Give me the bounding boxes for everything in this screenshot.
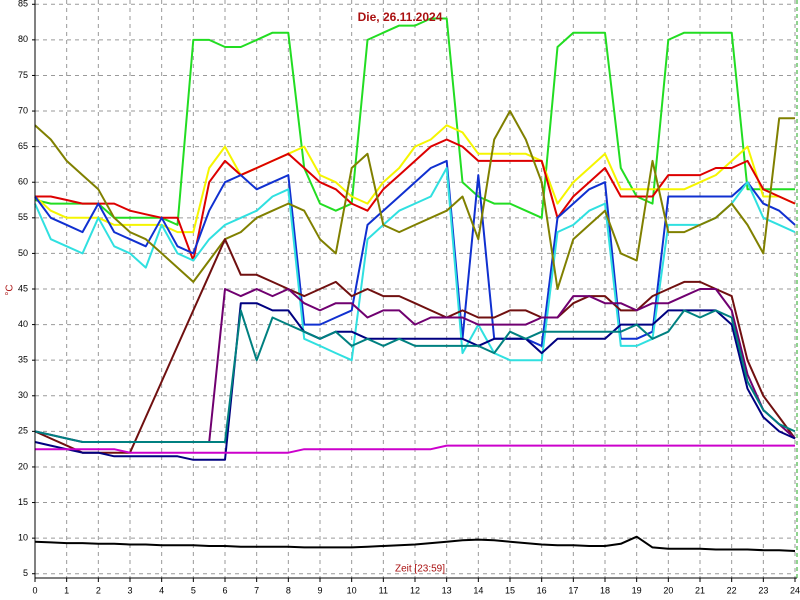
series-line [34, 167, 796, 362]
x-tick-label: 11 [379, 585, 388, 595]
x-tick-label: 19 [632, 585, 642, 595]
x-tick-label: 12 [410, 585, 420, 595]
x-tick-label: 13 [442, 585, 452, 595]
y-tick-label: 25 [18, 426, 28, 436]
x-tick-label: 4 [159, 585, 164, 595]
y-tick-label: 10 [18, 533, 28, 543]
x-tick-label: 22 [727, 585, 737, 595]
series-line [34, 110, 795, 290]
x-tick-label: 1 [64, 585, 69, 595]
x-tick-label: 3 [127, 585, 132, 595]
x-tick-label: 9 [317, 585, 322, 595]
y-tick-label: 60 [18, 177, 28, 187]
y-tick-label: 55 [18, 212, 28, 222]
y-axis-label: °C [5, 284, 16, 295]
x-tick-label: 23 [758, 585, 768, 595]
x-tick-label: 18 [600, 585, 610, 595]
chart-title: Die, 26.11.2024 [358, 10, 443, 24]
y-tick-label: 30 [18, 390, 28, 400]
x-tick-label: 20 [663, 585, 673, 595]
x-tick-label: 14 [473, 585, 483, 595]
x-tick-label: 17 [568, 585, 578, 595]
x-tick-label: 7 [254, 585, 259, 595]
y-tick-label: 5 [23, 568, 28, 578]
x-tick-label: 10 [347, 585, 357, 595]
lines [34, 17, 796, 552]
x-tick-label: 16 [537, 585, 547, 595]
x-tick-label: 8 [286, 585, 291, 595]
y-tick-label: 20 [18, 461, 28, 471]
y-tick-label: 45 [18, 283, 28, 293]
x-tick-label: 15 [505, 585, 515, 595]
x-tick-label: 5 [191, 585, 196, 595]
series-line [34, 302, 796, 461]
x-axis-label: Zeit [23:59] [395, 564, 445, 575]
y-tick-label: 75 [18, 70, 28, 80]
y-tick-label: 40 [18, 319, 28, 329]
x-tick-label: 2 [96, 585, 101, 595]
x-tick-label: 6 [222, 585, 227, 595]
series-line [34, 535, 796, 552]
y-tick-label: 65 [18, 141, 28, 151]
grid [34, 0, 796, 578]
y-tick-label: 15 [18, 497, 28, 507]
series-line [34, 238, 796, 454]
series-line [34, 309, 796, 443]
y-tick-label: 70 [18, 105, 28, 115]
series-line [35, 444, 795, 454]
y-tick-label: 50 [18, 248, 28, 258]
x-tick-label: 21 [695, 585, 705, 595]
y-tick-label: 35 [18, 355, 28, 365]
y-tick-label: 80 [18, 34, 28, 44]
x-tick-label: 24 [790, 585, 800, 595]
series-line [34, 159, 796, 347]
x-tick-label: 0 [32, 585, 37, 595]
y-tick-label: 85 [18, 0, 28, 9]
